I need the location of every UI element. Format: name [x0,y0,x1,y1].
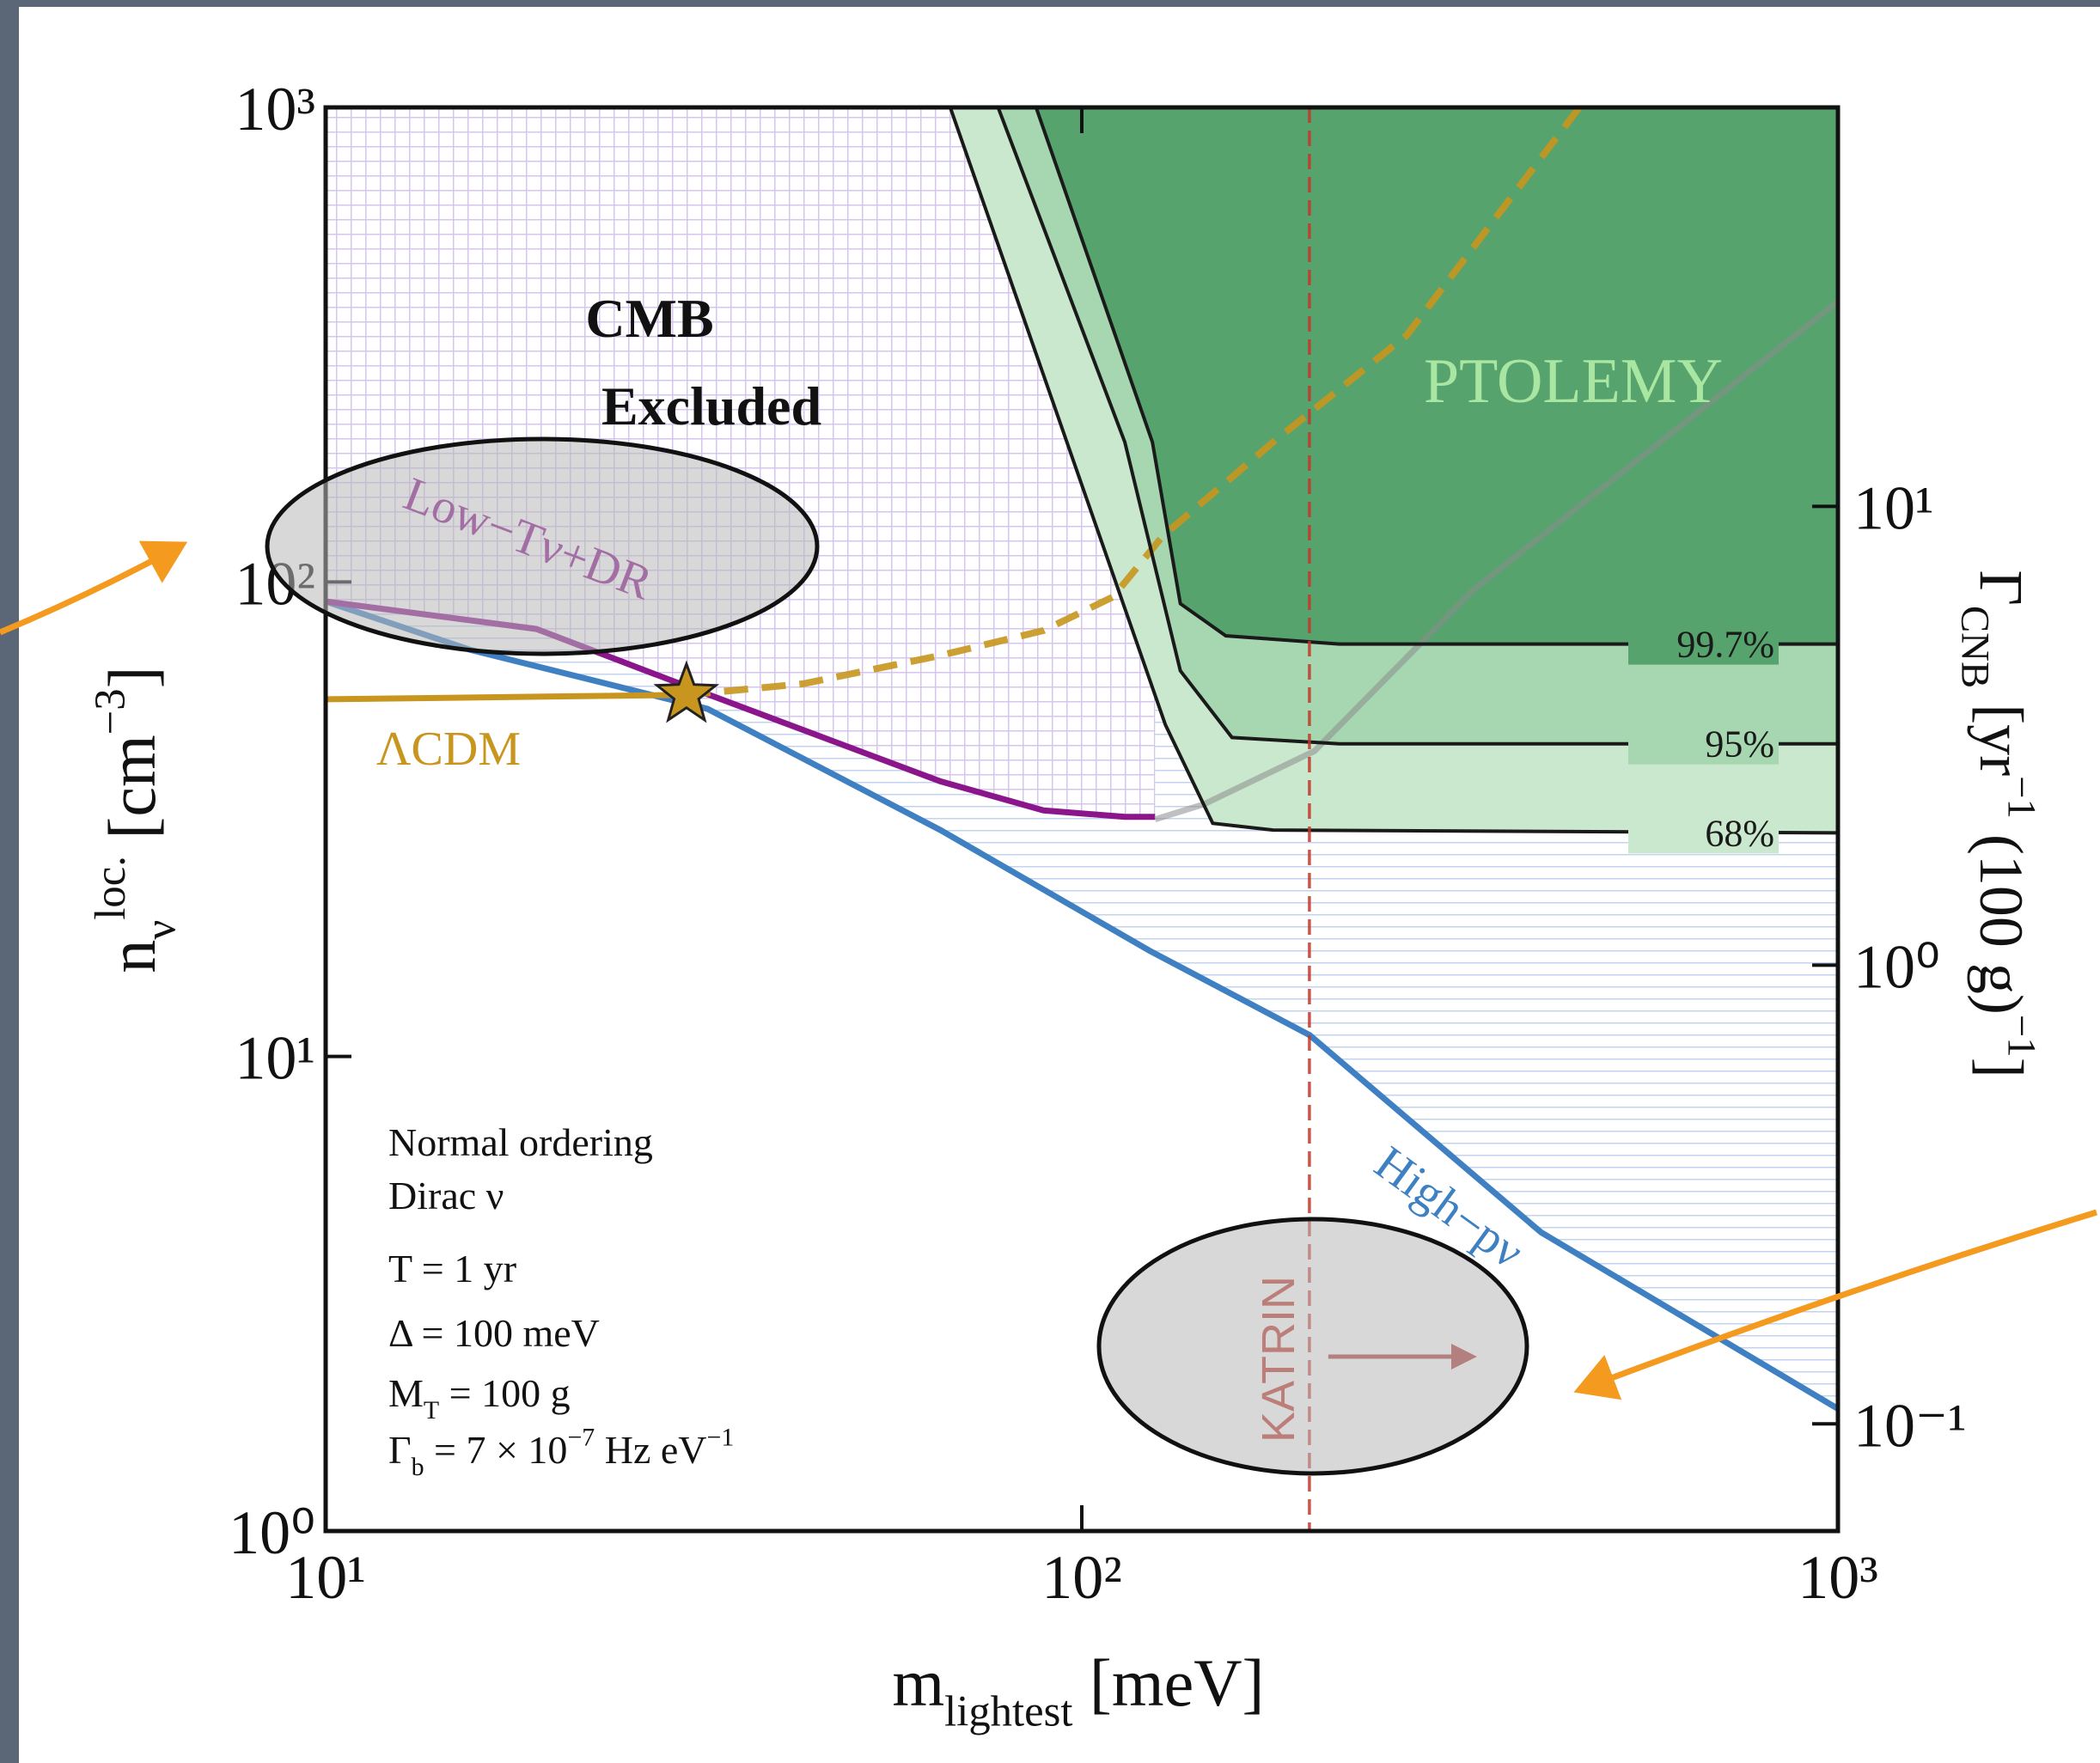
note-line: T = 1 yr [388,1247,516,1290]
plot-area: 68% 95% 99.7% [326,107,1838,1531]
y2-tick-label: 10¹ [1853,473,1934,542]
note-line: Dirac ν [388,1174,504,1217]
contour-label-bg [1628,812,1779,854]
highlight-ellipse [1096,1217,1529,1476]
y-axis-label-part: −3 [86,688,134,735]
y-axis-label-part: ] [95,666,169,688]
note-line-part: = 7 × 10 [424,1428,568,1472]
note-line-part: Dirac ν [388,1174,504,1217]
region-label: CMB [585,288,713,349]
note-line-part: Hz eV [595,1428,706,1472]
curve-label: ΛCDM [376,723,521,776]
y-axis-label-part: loc. [86,856,134,920]
y2-axis-label-part: Γ [1967,570,2036,606]
contour-fill [1035,107,1838,644]
y2-axis-label: ΓCNB [yr−1 (100 g)−1] [1952,570,2043,1077]
y-axis-label-part: [cm [95,735,169,856]
y-tick-label: 10⁰ [229,1498,315,1567]
pointer-arrow [1573,1209,2098,1400]
note-line: Γb = 7 × 10−7 Hz eV−1 [388,1423,734,1481]
y2-axis-label-part: −1 [1999,776,2043,819]
series-line [686,107,1583,698]
y2-axis-label-part: CNB [1952,606,1997,688]
note-line: MT = 100 g [388,1371,571,1424]
region-label: Excluded [601,375,821,436]
note-line-part: Γ [388,1428,412,1472]
contour-label: 68% [1705,812,1774,854]
note-line-part: −7 [567,1423,595,1451]
series-line [1154,299,1838,823]
y2-axis-label-part: [yr [1967,688,2036,776]
note-line-part: Δ = 100 meV [388,1311,600,1355]
series-line [326,598,1838,1412]
note-line-part: M [388,1371,424,1415]
x-tick-label: 10¹ [285,1543,366,1612]
contour-line [949,107,1838,835]
contour-line [996,107,1838,746]
y-axis-label-part: n [95,940,169,973]
star-marker [653,660,720,723]
note-line: Δ = 100 meV [388,1311,600,1355]
note-line-part: Normal ordering [388,1120,653,1164]
y2-tick-label: 10⁻¹ [1853,1391,1967,1460]
series-line [326,692,687,703]
y2-axis-label-part: (100 g) [1967,819,2036,1015]
contour-line [1034,107,1838,646]
y-axis-label-part: ν [136,920,184,940]
contour-label-bg [1628,623,1779,665]
contour-label-bg [1628,723,1779,765]
note-line-part: T [424,1396,439,1424]
x-tick-label: 10³ [1798,1543,1878,1612]
x-axis-label-part: m [893,1645,945,1720]
note-line-part: −1 [707,1423,735,1451]
contour-label: 99.7% [1676,624,1774,666]
x-axis-label: mlightest [meV] [893,1645,1265,1735]
pointer-arrow [0,540,188,636]
x-tick-label: 10² [1041,1543,1122,1612]
y-axis-label: nνloc. [cm−3] [86,666,184,973]
note-line-part: = 100 g [439,1371,570,1415]
y2-axis-label-part: ] [1967,1058,2036,1078]
region-label: PTOLEMY [1424,346,1723,417]
y-tick-label: 10³ [235,75,315,143]
note-line-part: b [412,1453,424,1481]
note-line-part: T = 1 yr [388,1247,516,1290]
x-axis-label-part: [meV] [1072,1645,1264,1720]
y-tick-label: 10¹ [235,1024,315,1093]
cmb-hatch [326,107,1156,817]
y2-tick-label: 10⁰ [1853,932,1940,1001]
y2-axis-label-part: −1 [1999,1015,2043,1058]
contour-label: 95% [1705,723,1774,766]
note-line: Normal ordering [388,1120,653,1164]
highlight-ellipse [265,436,820,656]
x-axis-label-part: lightest [944,1687,1072,1735]
